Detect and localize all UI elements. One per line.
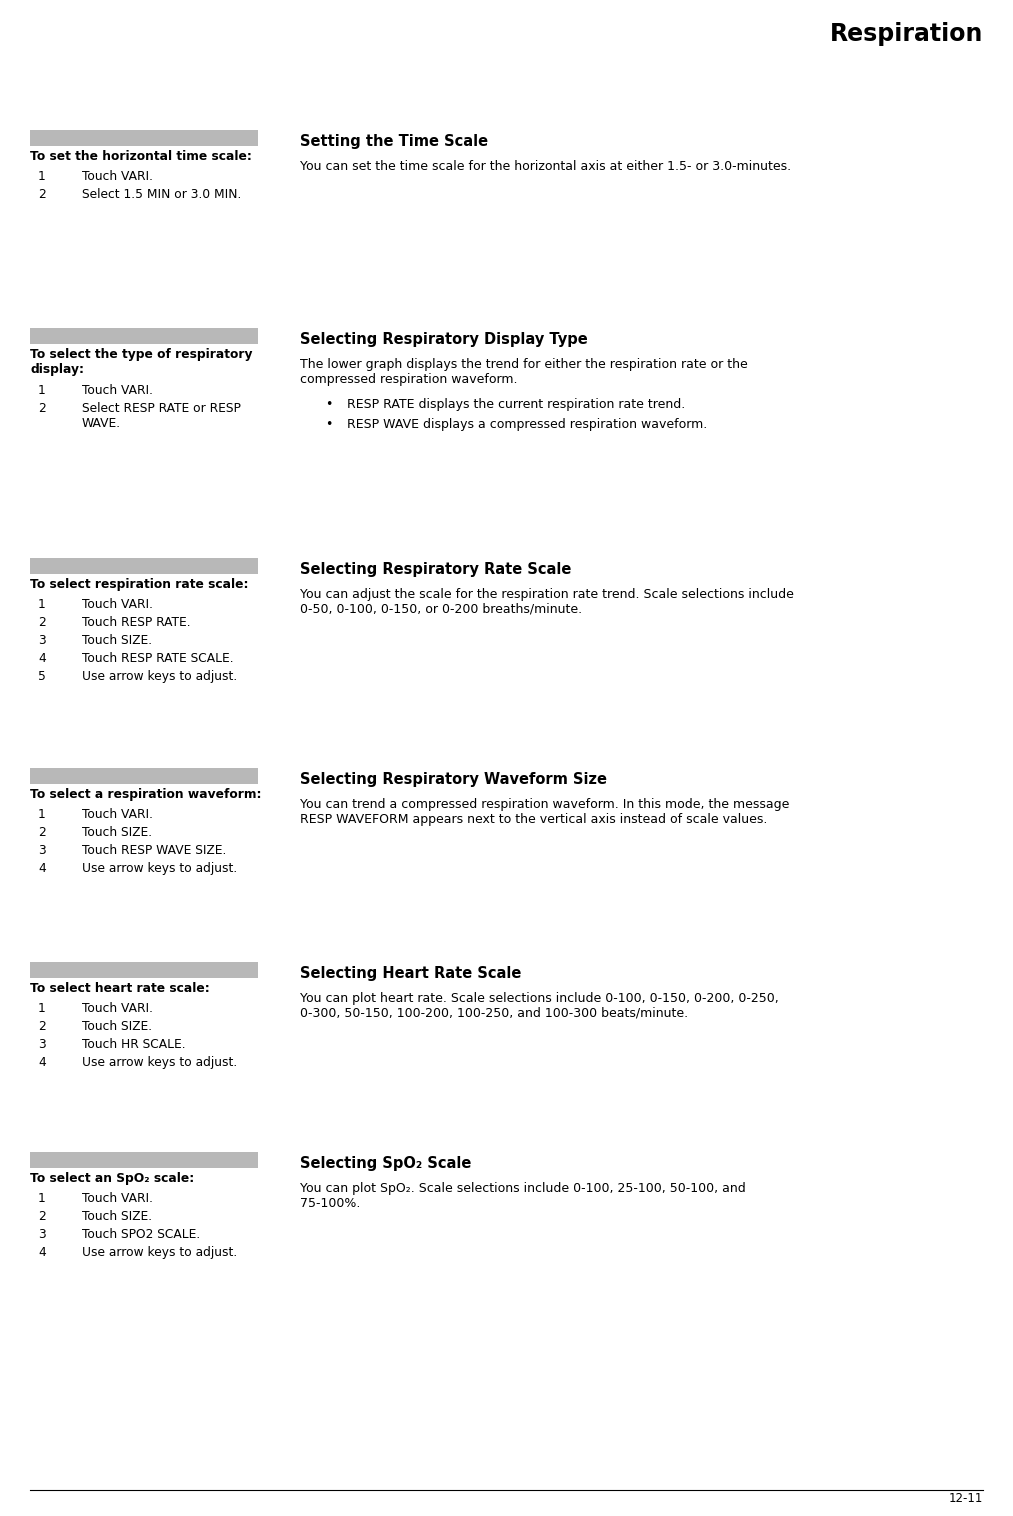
Text: Touch SIZE.: Touch SIZE.: [82, 1210, 152, 1223]
Text: 12-11: 12-11: [948, 1492, 983, 1505]
Text: Touch VARI.: Touch VARI.: [82, 384, 153, 397]
Text: 2: 2: [38, 1020, 46, 1032]
Text: Setting the Time Scale: Setting the Time Scale: [300, 133, 488, 149]
Text: Selecting Heart Rate Scale: Selecting Heart Rate Scale: [300, 966, 522, 981]
Text: Touch SIZE.: Touch SIZE.: [82, 1020, 152, 1032]
Text: 2: 2: [38, 1210, 46, 1223]
Text: Touch VARI.: Touch VARI.: [82, 808, 153, 822]
Text: Touch VARI.: Touch VARI.: [82, 1002, 153, 1016]
Text: Use arrow keys to adjust.: Use arrow keys to adjust.: [82, 863, 237, 875]
Text: Select 1.5 MIN or 3.0 MIN.: Select 1.5 MIN or 3.0 MIN.: [82, 188, 241, 202]
Text: Touch RESP RATE SCALE.: Touch RESP RATE SCALE.: [82, 652, 234, 666]
Text: Touch VARI.: Touch VARI.: [82, 1192, 153, 1205]
Text: 3: 3: [38, 634, 46, 647]
Text: You can plot SpO₂. Scale selections include 0-100, 25-100, 50-100, and
75-100%.: You can plot SpO₂. Scale selections incl…: [300, 1182, 746, 1210]
Text: 4: 4: [38, 1246, 46, 1258]
Text: 4: 4: [38, 652, 46, 666]
Text: You can set the time scale for the horizontal axis at either 1.5- or 3.0-minutes: You can set the time scale for the horiz…: [300, 161, 791, 173]
Text: Select RESP RATE or RESP
WAVE.: Select RESP RATE or RESP WAVE.: [82, 402, 241, 431]
Text: 2: 2: [38, 188, 46, 202]
Text: 1: 1: [38, 170, 46, 183]
Text: Touch HR SCALE.: Touch HR SCALE.: [82, 1038, 185, 1051]
Text: 1: 1: [38, 808, 46, 822]
Text: Selecting Respiratory Waveform Size: Selecting Respiratory Waveform Size: [300, 772, 607, 787]
Text: RESP RATE displays the current respiration rate trend.: RESP RATE displays the current respirati…: [347, 399, 685, 411]
Text: You can adjust the scale for the respiration rate trend. Scale selections includ: You can adjust the scale for the respira…: [300, 588, 794, 615]
Text: 2: 2: [38, 402, 46, 415]
Text: The lower graph displays the trend for either the respiration rate or the
compre: The lower graph displays the trend for e…: [300, 358, 748, 387]
Text: 1: 1: [38, 1192, 46, 1205]
Text: Touch RESP RATE.: Touch RESP RATE.: [82, 615, 190, 629]
Text: You can trend a compressed respiration waveform. In this mode, the message
RESP : You can trend a compressed respiration w…: [300, 797, 789, 826]
Text: To set the horizontal time scale:: To set the horizontal time scale:: [30, 150, 252, 164]
Text: 3: 3: [38, 844, 46, 857]
Text: 1: 1: [38, 384, 46, 397]
Text: Touch SIZE.: Touch SIZE.: [82, 634, 152, 647]
Text: 3: 3: [38, 1038, 46, 1051]
Text: •: •: [325, 399, 332, 411]
Text: To select the type of respiratory
display:: To select the type of respiratory displa…: [30, 349, 252, 376]
Text: Use arrow keys to adjust.: Use arrow keys to adjust.: [82, 670, 237, 684]
Text: •: •: [325, 418, 332, 431]
Text: 1: 1: [38, 597, 46, 611]
Text: You can plot heart rate. Scale selections include 0-100, 0-150, 0-200, 0-250,
0-: You can plot heart rate. Scale selection…: [300, 991, 779, 1020]
Text: Touch RESP WAVE SIZE.: Touch RESP WAVE SIZE.: [82, 844, 226, 857]
Text: Selecting SpO₂ Scale: Selecting SpO₂ Scale: [300, 1157, 471, 1170]
Text: Use arrow keys to adjust.: Use arrow keys to adjust.: [82, 1057, 237, 1069]
Text: 2: 2: [38, 826, 46, 838]
Text: 4: 4: [38, 863, 46, 875]
Text: Selecting Respiratory Display Type: Selecting Respiratory Display Type: [300, 332, 588, 347]
Text: Touch VARI.: Touch VARI.: [82, 170, 153, 183]
Text: Touch SPO2 SCALE.: Touch SPO2 SCALE.: [82, 1228, 201, 1242]
Text: To select respiration rate scale:: To select respiration rate scale:: [30, 578, 248, 591]
Text: To select heart rate scale:: To select heart rate scale:: [30, 982, 210, 994]
Text: To select a respiration waveform:: To select a respiration waveform:: [30, 788, 261, 800]
Text: Use arrow keys to adjust.: Use arrow keys to adjust.: [82, 1246, 237, 1258]
Text: Respiration: Respiration: [830, 23, 983, 45]
Text: RESP WAVE displays a compressed respiration waveform.: RESP WAVE displays a compressed respirat…: [347, 418, 707, 431]
Text: 1: 1: [38, 1002, 46, 1016]
Text: Touch VARI.: Touch VARI.: [82, 597, 153, 611]
Text: 3: 3: [38, 1228, 46, 1242]
Text: To select an SpO₂ scale:: To select an SpO₂ scale:: [30, 1172, 194, 1186]
Text: 5: 5: [38, 670, 46, 684]
Text: 4: 4: [38, 1057, 46, 1069]
Text: Touch SIZE.: Touch SIZE.: [82, 826, 152, 838]
Text: 2: 2: [38, 615, 46, 629]
Text: Selecting Respiratory Rate Scale: Selecting Respiratory Rate Scale: [300, 562, 571, 578]
